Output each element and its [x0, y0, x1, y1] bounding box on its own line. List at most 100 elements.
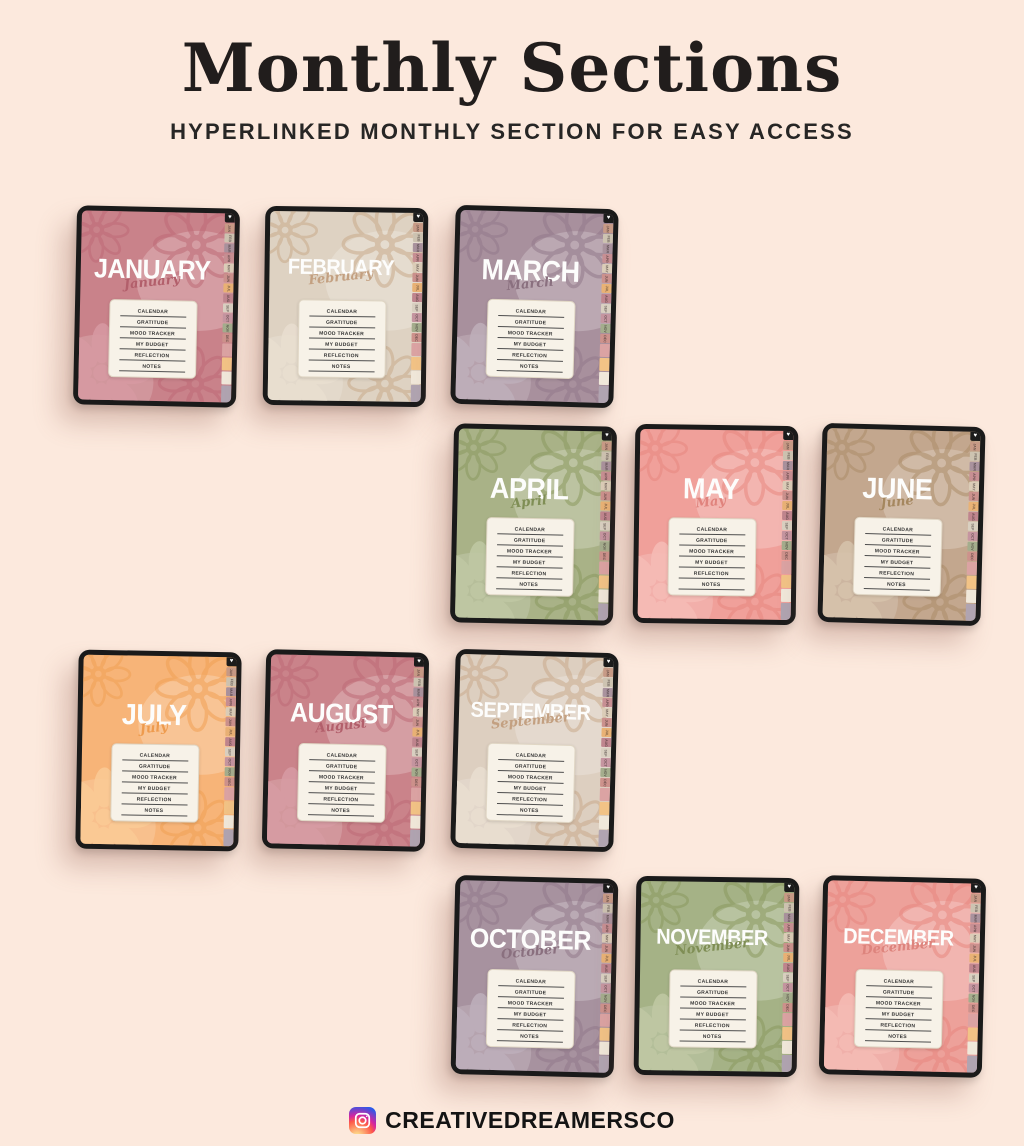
month-cover-june[interactable]: JUNE June CALENDAR GRATITUDE MOOD TRACKER M… [822, 428, 981, 621]
month-tab-mar[interactable]: MAR [783, 912, 794, 923]
month-tab-jan[interactable]: JAN [224, 223, 235, 233]
month-tab-feb[interactable]: FEB [602, 233, 614, 244]
bookmark-heart-tab[interactable]: ♥ [783, 430, 794, 441]
extra-tab-3[interactable] [598, 371, 610, 386]
extra-tab-1[interactable] [599, 787, 610, 802]
month-tab-oct[interactable]: OCT [968, 983, 979, 993]
month-tab-jan[interactable]: JAN [602, 893, 614, 903]
month-tab-feb[interactable]: FEB [226, 677, 237, 687]
extra-tab-4[interactable] [223, 829, 234, 847]
extra-tab-2[interactable] [967, 1027, 978, 1041]
month-tab-aug[interactable]: AUG [225, 737, 236, 747]
bookmark-heart-tab[interactable]: ♥ [603, 213, 614, 224]
extra-tab-4[interactable] [598, 603, 609, 621]
month-tab-aug[interactable]: AUG [601, 737, 612, 748]
extra-tab-4[interactable] [598, 385, 609, 404]
month-tab-oct[interactable]: OCT [600, 757, 611, 768]
month-tab-may[interactable]: MAY [601, 263, 613, 274]
month-cover-october[interactable]: OCTOBER October CALENDAR GRATITUDE MOOD TR… [455, 880, 614, 1073]
extra-tab-1[interactable] [410, 787, 422, 801]
month-tab-jan[interactable]: JAN [413, 222, 424, 233]
extra-tab-1[interactable] [224, 787, 235, 801]
month-tab-jul[interactable]: JUL [601, 953, 612, 963]
extra-tab-2[interactable] [599, 1027, 610, 1041]
month-cover-november[interactable]: NOVEMBER November CALENDAR GRATITUDE MOOD … [638, 880, 795, 1073]
bookmark-heart-tab[interactable]: ♥ [603, 657, 614, 668]
month-tab-dec[interactable]: DEC [599, 551, 610, 561]
month-tab-mar[interactable]: MAR [601, 461, 612, 471]
month-tab-nov[interactable]: NOV [411, 322, 422, 333]
month-tab-dec[interactable]: DEC [600, 333, 611, 344]
extra-tab-1[interactable] [781, 560, 792, 575]
month-tab-mar[interactable]: MAR [224, 243, 235, 253]
month-tab-oct[interactable]: OCT [599, 531, 610, 541]
month-tab-sep[interactable]: SEP [224, 747, 236, 757]
month-tab-jun[interactable]: JUN [600, 491, 611, 501]
month-tab-nov[interactable]: NOV [600, 767, 611, 778]
extra-tab-4[interactable] [598, 1055, 610, 1073]
month-tab-aug[interactable]: AUG [412, 737, 423, 747]
month-tab-apr[interactable]: APR [782, 470, 793, 481]
section-link-reflection[interactable]: REFLECTION [678, 567, 745, 580]
month-tab-dec[interactable]: DEC [600, 1003, 611, 1013]
month-tab-dec[interactable]: DEC [224, 777, 235, 787]
month-tab-jun[interactable]: JUN [412, 272, 423, 283]
month-tab-apr[interactable]: APR [783, 922, 794, 933]
month-tab-oct[interactable]: OCT [411, 312, 422, 323]
month-tab-nov[interactable]: NOV [222, 323, 233, 333]
month-tab-sep[interactable]: SEP [967, 521, 979, 532]
month-tab-may[interactable]: MAY [225, 707, 236, 717]
month-tab-jan[interactable]: JAN [970, 893, 981, 903]
month-tab-jun[interactable]: JUN [969, 943, 980, 953]
month-tab-oct[interactable]: OCT [224, 757, 235, 767]
extra-tab-3[interactable] [599, 1041, 610, 1055]
month-tab-jan[interactable]: JAN [784, 892, 795, 903]
month-cover-january[interactable]: JANUARY January CALENDAR GRATITUDE MOOD TR… [78, 210, 235, 403]
month-tab-jul[interactable]: JUL [412, 727, 423, 737]
month-tab-dec[interactable]: DEC [781, 550, 792, 561]
month-tab-apr[interactable]: APR [602, 697, 613, 708]
month-tab-mar[interactable]: MAR [782, 460, 793, 471]
month-tab-dec[interactable]: DEC [411, 332, 422, 343]
extra-tab-2[interactable] [598, 575, 609, 589]
month-tab-jul[interactable]: JUL [783, 952, 794, 963]
month-tab-nov[interactable]: NOV [782, 992, 793, 1003]
section-link-notes[interactable]: NOTES [120, 804, 188, 817]
bookmark-heart-tab[interactable]: ♥ [784, 882, 795, 893]
month-cover-march[interactable]: MARCH March CALENDAR GRATITUDE MOOD TRACKE… [455, 209, 614, 404]
month-tab-feb[interactable]: FEB [969, 451, 980, 462]
month-tab-aug[interactable]: AUG [223, 293, 234, 303]
month-tab-nov[interactable]: NOV [599, 541, 610, 551]
extra-tab-3[interactable] [781, 1040, 793, 1055]
month-tab-mar[interactable]: MAR [413, 687, 424, 697]
section-link-notes[interactable]: NOTES [863, 578, 930, 591]
month-tab-may[interactable]: MAY [968, 481, 980, 492]
month-tab-sep[interactable]: SEP [600, 973, 612, 983]
month-tab-jul[interactable]: JUL [969, 953, 980, 963]
month-tab-sep[interactable]: SEP [781, 520, 793, 531]
month-tab-may[interactable]: MAY [223, 263, 234, 273]
month-tab-may[interactable]: MAY [782, 480, 793, 491]
month-tab-mar[interactable]: MAR [602, 687, 613, 698]
extra-tab-1[interactable] [598, 561, 610, 575]
month-tab-oct[interactable]: OCT [600, 313, 611, 324]
month-tab-aug[interactable]: AUG [782, 510, 793, 521]
month-tab-mar[interactable]: MAR [225, 687, 237, 697]
month-tab-oct[interactable]: OCT [222, 313, 233, 323]
month-tab-jun[interactable]: JUN [601, 717, 612, 728]
month-tab-apr[interactable]: APR [600, 471, 612, 481]
extra-tab-2[interactable] [223, 801, 235, 815]
month-tab-sep[interactable]: SEP [411, 302, 423, 313]
extra-tab-2[interactable] [781, 574, 792, 589]
month-tab-mar[interactable]: MAR [970, 913, 981, 923]
section-link-my-budget[interactable]: MY BUDGET [679, 1008, 746, 1021]
extra-tab-3[interactable] [410, 370, 422, 385]
bookmark-heart-tab[interactable]: ♥ [413, 212, 424, 223]
month-tab-dec[interactable]: DEC [967, 551, 978, 561]
section-link-notes[interactable]: NOTES [678, 578, 745, 591]
month-tab-oct[interactable]: OCT [967, 531, 978, 541]
month-tab-jun[interactable]: JUN [601, 273, 612, 284]
section-link-calendar[interactable]: CALENDAR [679, 975, 746, 988]
month-tab-nov[interactable]: NOV [600, 993, 611, 1003]
section-link-my-budget[interactable]: MY BUDGET [678, 556, 745, 569]
